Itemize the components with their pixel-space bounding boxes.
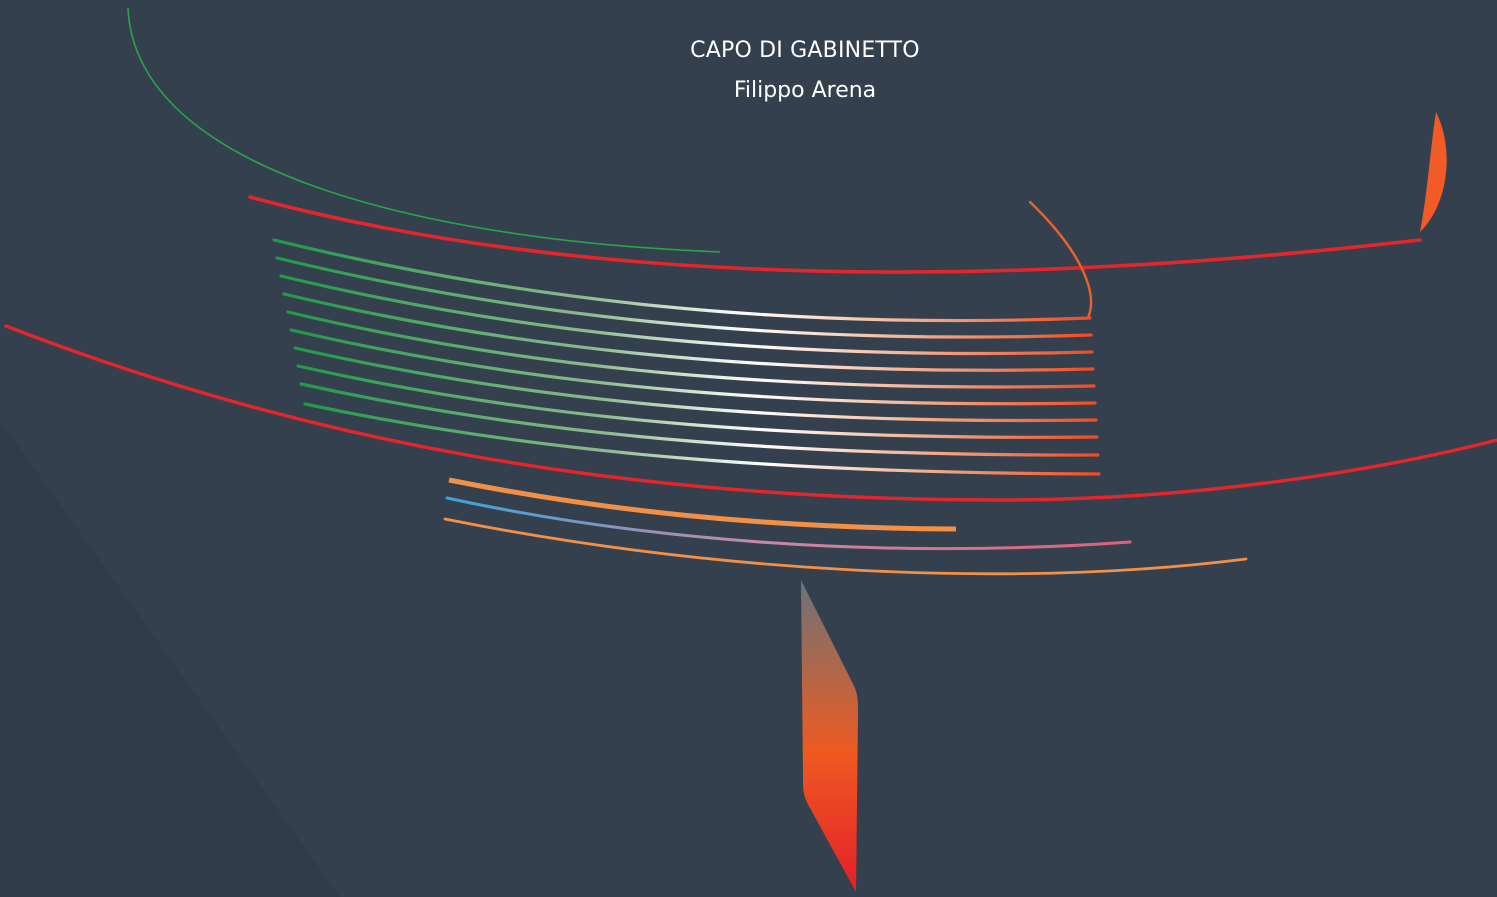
vertical-blade (801, 580, 858, 892)
person-name: Filippo Arena (733, 78, 877, 103)
red-arc-lower (4, 324, 1497, 502)
blue-pink-line (445, 496, 1132, 551)
red-arc-upper (248, 195, 1422, 274)
green-arc (127, 7, 721, 253)
orange-line-1 (448, 477, 957, 532)
job-title: CAPO DI GABINETTO (690, 38, 920, 63)
background-shade (0, 420, 340, 897)
orange-petal (1420, 112, 1447, 232)
orange-hook (1028, 200, 1093, 320)
orange-line-2 (443, 517, 1248, 576)
stripe-bundle (272, 238, 1101, 476)
header: CAPO DI GABINETTO Filippo Arena (0, 36, 1497, 106)
